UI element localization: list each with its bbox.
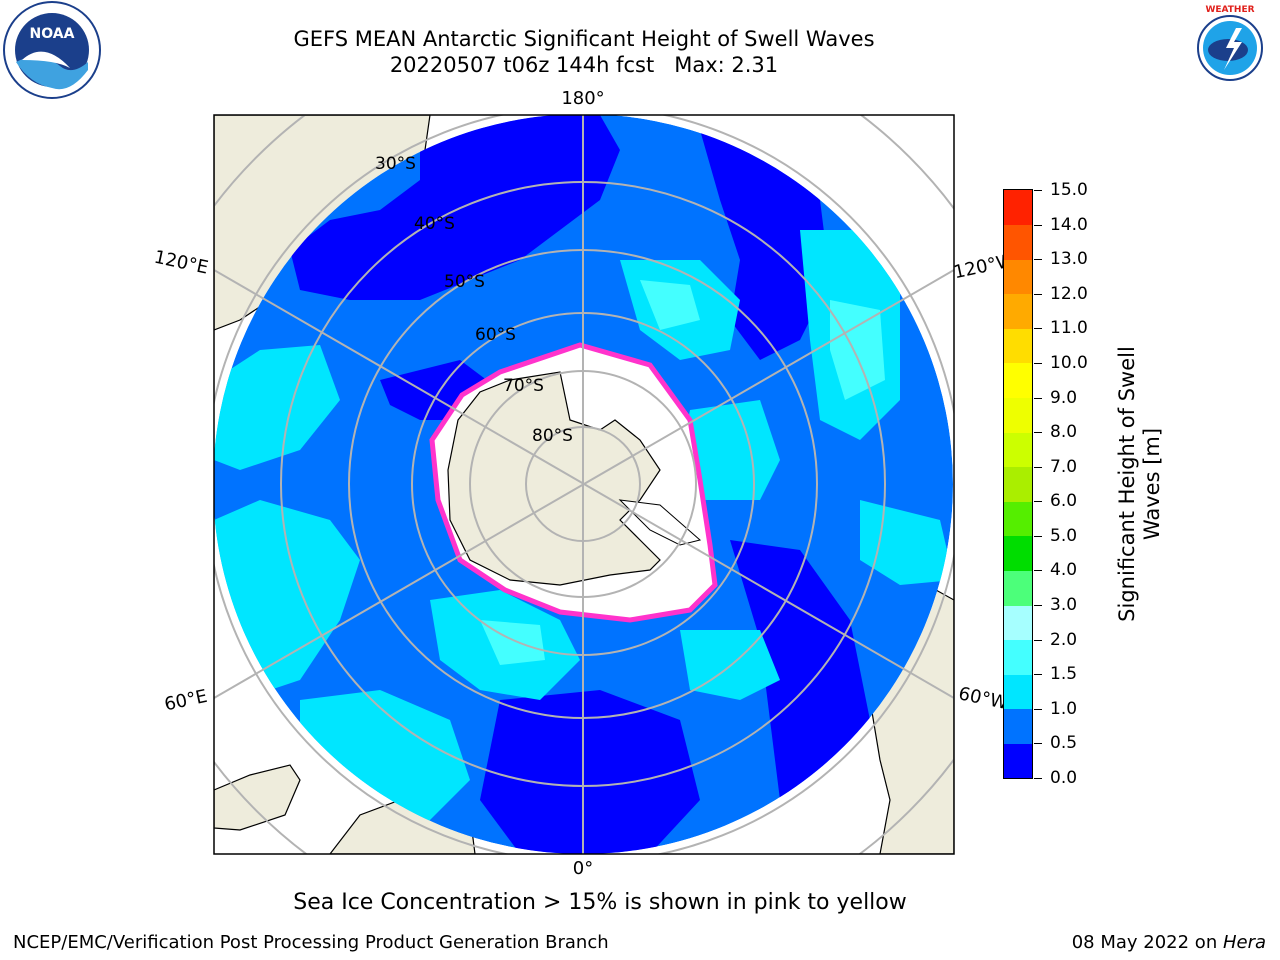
colorbar-tick-label: 5.0 <box>1050 525 1078 546</box>
colorbar-segment <box>1004 432 1032 468</box>
colorbar-segment <box>1004 328 1032 364</box>
colorbar <box>1003 189 1033 779</box>
lon-label-60w: 60°W <box>957 683 1010 714</box>
footer-credit: NCEP/EMC/Verification Post Processing Pr… <box>13 932 609 953</box>
colorbar-tick <box>1034 570 1042 572</box>
colorbar-tick <box>1034 190 1042 191</box>
colorbar-tick <box>1034 535 1042 537</box>
sea-ice-note: Sea Ice Concentration > 15% is shown in … <box>293 890 907 915</box>
chart-title: GEFS MEAN Antarctic Significant Height o… <box>293 27 875 51</box>
footer-date: 08 May 2022 on Hera <box>1071 932 1266 953</box>
noaa-logo-icon: NOAA <box>3 1 101 99</box>
colorbar-segment <box>1004 674 1032 710</box>
colorbar-segment <box>1004 190 1032 226</box>
colorbar-tick <box>1034 605 1042 607</box>
colorbar-tick <box>1034 362 1042 364</box>
colorbar-tick-label: 13.0 <box>1050 249 1088 270</box>
colorbar-tick <box>1034 259 1042 261</box>
lat-label-40s: 40°S <box>414 214 455 234</box>
colorbar-segment <box>1004 293 1032 329</box>
lat-label-70s: 70°S <box>503 376 544 396</box>
colorbar-segment <box>1004 708 1032 744</box>
lon-label-0: 0° <box>573 858 593 879</box>
nws-logo-icon: WEATHER <box>1184 2 1276 94</box>
lon-label-60e: 60°E <box>163 686 210 716</box>
swell-zone-low <box>700 130 830 360</box>
svg-text:WEATHER: WEATHER <box>1205 5 1254 15</box>
colorbar-tick <box>1034 466 1042 468</box>
colorbar-tick-label: 1.0 <box>1050 698 1078 719</box>
colorbar-tick-label: 9.0 <box>1050 387 1078 408</box>
colorbar-segment <box>1004 501 1032 537</box>
land-madagascar <box>214 764 301 831</box>
colorbar-tick <box>1034 639 1042 641</box>
colorbar-tick-label: 2.0 <box>1050 629 1078 650</box>
lon-label-180: 180° <box>561 88 604 109</box>
colorbar-tick <box>1034 397 1042 399</box>
colorbar-tick <box>1034 674 1042 676</box>
swell-zone-low <box>290 115 620 300</box>
colorbar-tick <box>1034 328 1042 330</box>
colorbar-segment <box>1004 259 1032 295</box>
colorbar-tick-label: 8.0 <box>1050 422 1078 443</box>
lat-label-50s: 50°S <box>444 272 485 292</box>
colorbar-segment <box>1004 535 1032 571</box>
colorbar-tick-label: 15.0 <box>1050 180 1088 200</box>
colorbar-tick <box>1034 501 1042 503</box>
colorbar-tick-label: 4.0 <box>1050 560 1078 581</box>
colorbar-segment <box>1004 743 1032 779</box>
lat-label-80s: 80°S <box>532 426 573 446</box>
colorbar-tick <box>1034 224 1042 226</box>
svg-text:NOAA: NOAA <box>30 26 75 42</box>
colorbar-segment <box>1004 570 1032 606</box>
map-graticule <box>214 115 954 854</box>
colorbar-segment <box>1004 639 1032 675</box>
land-antarctic-peninsula <box>618 499 702 546</box>
colorbar-tick-label: 14.0 <box>1050 214 1088 235</box>
colorbar-segment <box>1004 466 1032 502</box>
colorbar-segment <box>1004 362 1032 399</box>
colorbar-title: Significant Height of Swell Waves [m] <box>1115 346 1164 622</box>
swell-zone-low <box>480 690 700 854</box>
chart-subtitle: 20220507 t06z 144h fcst Max: 2.31 <box>389 53 779 77</box>
colorbar-tick <box>1034 293 1042 295</box>
colorbar-tick-label: 0.0 <box>1050 768 1078 788</box>
colorbar-tick-label: 10.0 <box>1050 352 1088 373</box>
colorbar-tick-label: 11.0 <box>1050 318 1088 339</box>
colorbar-segment <box>1004 224 1032 260</box>
colorbar-tick-label: 6.0 <box>1050 491 1078 512</box>
colorbar-segment <box>1004 397 1032 433</box>
lon-label-120e: 120°E <box>152 247 210 279</box>
colorbar-tick <box>1034 778 1042 779</box>
colorbar-tick-label: 3.0 <box>1050 595 1078 616</box>
lat-label-60s: 60°S <box>475 325 516 345</box>
swell-zone-high <box>640 280 700 330</box>
map-frame <box>213 114 955 855</box>
colorbar-tick <box>1034 708 1042 710</box>
lat-label-30s: 30°S <box>375 154 416 174</box>
colorbar-tick-label: 7.0 <box>1050 456 1078 477</box>
swell-zone-moderate <box>214 345 340 470</box>
colorbar-segment <box>1004 605 1032 641</box>
colorbar-tick-label: 12.0 <box>1050 283 1088 304</box>
swell-zone-high <box>830 300 885 400</box>
colorbar-tick-label: 1.5 <box>1050 664 1078 685</box>
colorbar-tick <box>1034 432 1042 434</box>
colorbar-tick <box>1034 743 1042 745</box>
swell-zone-moderate <box>680 400 780 500</box>
colorbar-tick-label: 0.5 <box>1050 733 1078 754</box>
